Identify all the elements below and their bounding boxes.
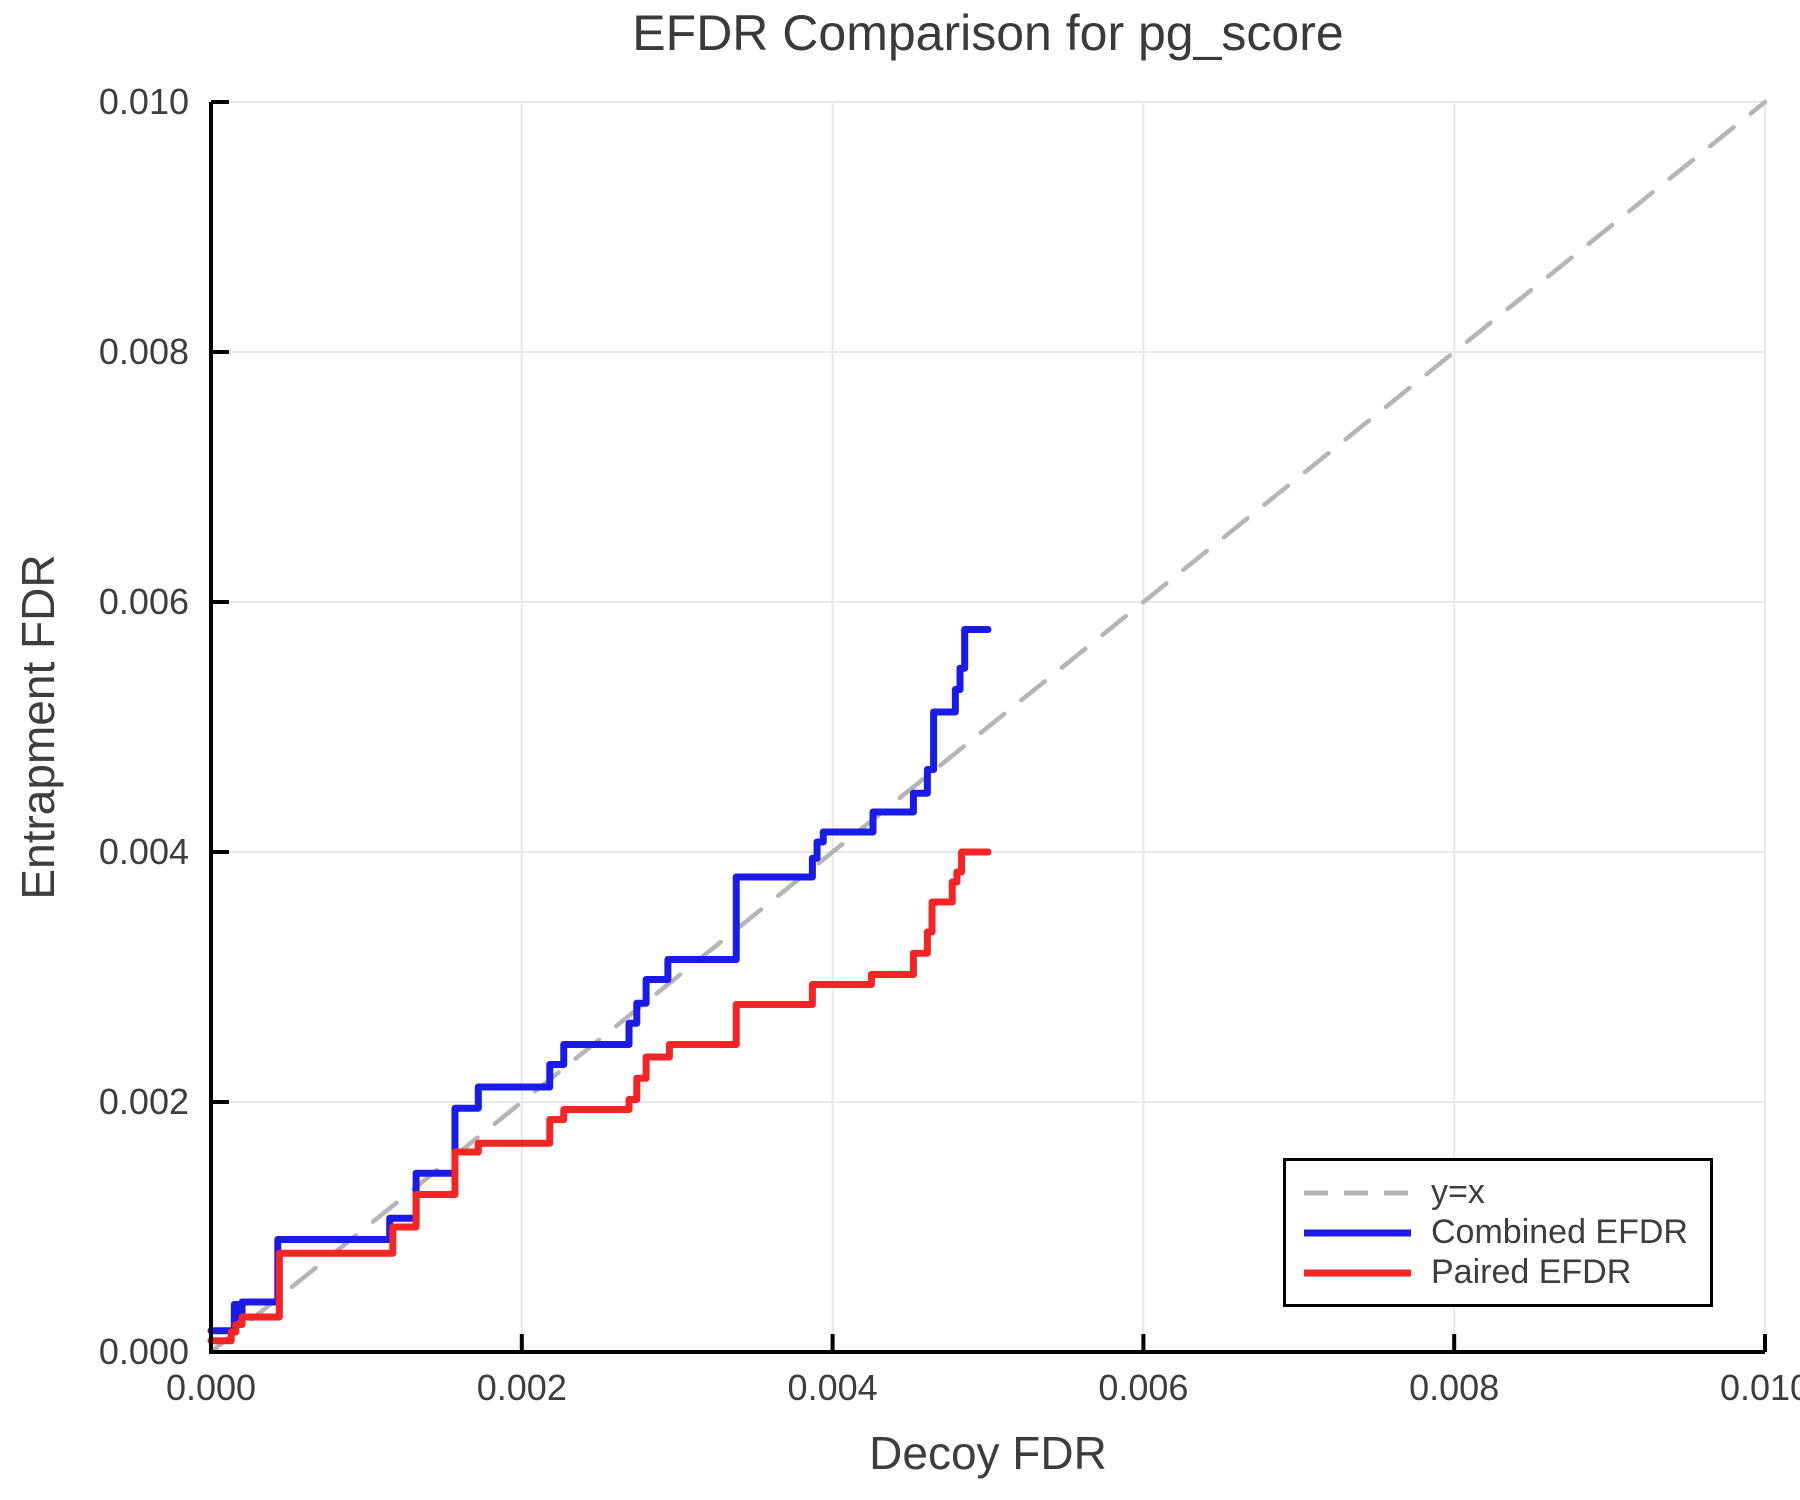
legend-item-combined-efdr: Combined EFDR: [1300, 1213, 1710, 1253]
svg-text:0.010: 0.010: [99, 81, 189, 122]
legend-label: y=x: [1431, 1173, 1485, 1211]
tick-labels: 0.000 0.002 0.004 0.006 0.008 0.010 0.000 0.002…: [99, 81, 1800, 1408]
svg-text:0.008: 0.008: [99, 331, 189, 372]
svg-text:0.000: 0.000: [99, 1331, 189, 1372]
axes: [209, 100, 1767, 1354]
legend-swatch-dashed-icon: [1304, 1190, 1411, 1195]
legend-box: y=x Combined EFDR Paired EFDR: [1283, 1158, 1713, 1307]
series-lines: [207, 99, 1768, 1355]
series-combined-efdr: [207, 626, 992, 1335]
svg-text:0.004: 0.004: [99, 831, 189, 872]
legend-label: Paired EFDR: [1431, 1253, 1632, 1291]
y-axis-label: Entrapment FDR: [12, 554, 64, 900]
svg-text:0.000: 0.000: [166, 1367, 256, 1408]
legend-swatch-red-icon: [1304, 1269, 1411, 1276]
legend-item-yx: y=x: [1300, 1173, 1710, 1213]
svg-text:0.002: 0.002: [477, 1367, 567, 1408]
svg-text:0.002: 0.002: [99, 1081, 189, 1122]
legend-swatch-blue-icon: [1304, 1229, 1411, 1236]
legend-label: Combined EFDR: [1431, 1213, 1688, 1251]
svg-text:0.004: 0.004: [788, 1367, 878, 1408]
svg-text:0.006: 0.006: [1098, 1367, 1188, 1408]
svg-text:0.006: 0.006: [99, 581, 189, 622]
legend-item-paired-efdr: Paired EFDR: [1300, 1253, 1710, 1293]
series-paired-efdr: [207, 848, 992, 1345]
x-axis-label: Decoy FDR: [869, 1427, 1107, 1479]
svg-text:0.010: 0.010: [1720, 1367, 1800, 1408]
series-y-x: [208, 99, 1768, 1355]
svg-text:0.008: 0.008: [1409, 1367, 1499, 1408]
chart-title: EFDR Comparison for pg_score: [632, 5, 1344, 61]
